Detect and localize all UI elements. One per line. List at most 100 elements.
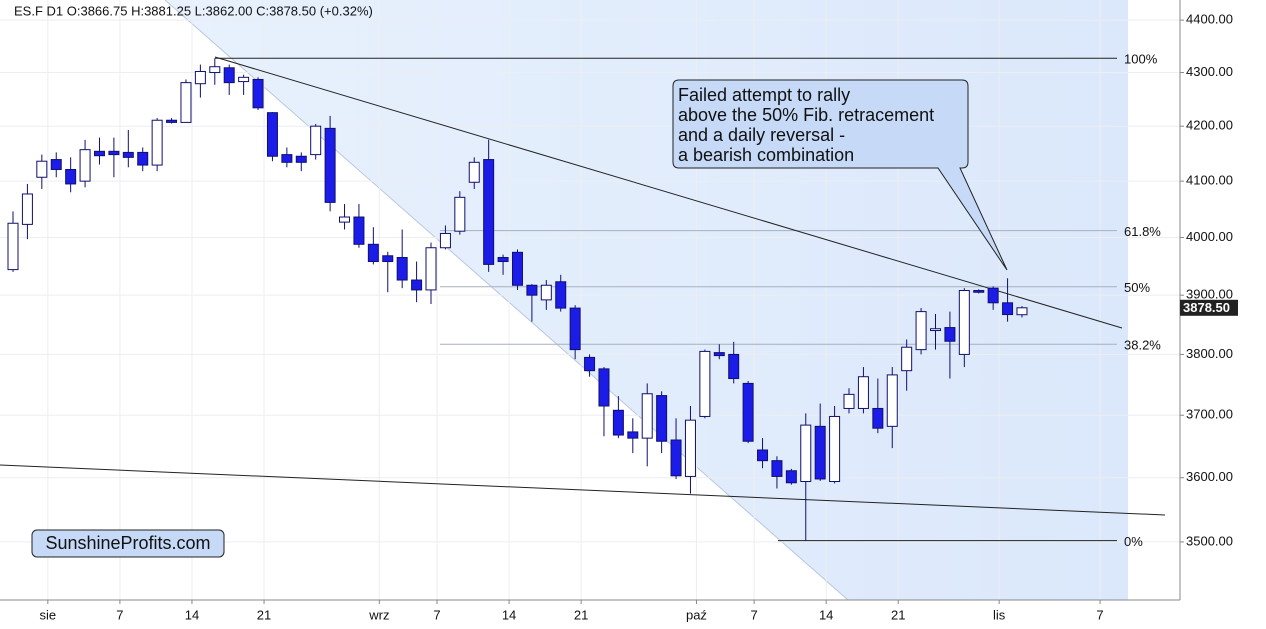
watermark: SunshineProfits.com: [45, 533, 210, 553]
candle-body: [627, 431, 639, 439]
channel-shading: [165, 0, 1128, 600]
candle-body: [929, 328, 941, 332]
y-tick-label: 3900.00: [1186, 287, 1233, 302]
candle-body: [7, 222, 19, 271]
y-tick-label: 4300.00: [1186, 64, 1233, 79]
candle-body: [223, 67, 235, 84]
channel-edge: [164, 0, 849, 601]
candle-body: [324, 127, 336, 203]
candle-body: [396, 256, 408, 281]
y-tick-label: 4400.00: [1186, 12, 1233, 27]
candle-body: [454, 196, 466, 232]
candle-body: [555, 281, 567, 309]
fib-levels: 100% 61.8% 50% 38.2% 0%: [215, 52, 1161, 549]
candles: [7, 58, 1028, 541]
callout-line: Failed attempt to rally: [678, 85, 850, 105]
candle-body: [483, 159, 495, 265]
candle-body: [1016, 307, 1028, 316]
candle-body: [728, 353, 740, 380]
candle-body: [584, 356, 596, 372]
candle-body: [36, 160, 48, 178]
candle-body: [901, 346, 913, 372]
candle-body: [829, 415, 841, 483]
candle-body: [1002, 302, 1014, 316]
candle-body: [771, 460, 783, 477]
candle-body: [641, 393, 653, 439]
candle-body: [958, 290, 970, 355]
x-tick-label: 21: [891, 607, 905, 622]
candle-body: [411, 279, 423, 291]
fib-label: 0%: [1124, 534, 1143, 549]
candle-body: [295, 155, 307, 163]
candle-body: [266, 112, 278, 157]
last-price-label: 3878.50: [1183, 300, 1230, 315]
candle-body: [468, 161, 480, 183]
candle-body: [915, 311, 927, 351]
fib-label: 61.8%: [1124, 224, 1161, 239]
x-tick-label: 21: [574, 607, 588, 622]
x-tick-label: sie: [40, 607, 57, 622]
watermark-box: [31, 529, 225, 558]
candle-body: [180, 82, 192, 123]
candle-body: [569, 307, 581, 351]
candle-body: [857, 376, 869, 409]
candle-body: [93, 150, 105, 157]
candle-body: [684, 419, 696, 477]
candle-body: [194, 70, 206, 85]
candle-body: [656, 395, 668, 442]
candle-body: [425, 247, 437, 291]
candle-body: [944, 327, 956, 342]
candle-body: [238, 76, 250, 83]
fib-label: 38.2%: [1124, 338, 1161, 353]
candle-body: [872, 407, 884, 429]
candle-body: [252, 78, 264, 109]
x-tick-label: 21: [257, 607, 271, 622]
candle-body: [757, 449, 769, 462]
fib-label: 100%: [1124, 52, 1158, 67]
candle-body: [281, 154, 293, 163]
x-tick-label: 14: [185, 607, 199, 622]
candle-body: [439, 232, 451, 249]
candle-body: [540, 284, 552, 301]
candle-body: [50, 159, 62, 170]
x-tick-label: lis: [993, 607, 1006, 622]
candle-body: [137, 151, 149, 166]
trend-line: [214, 56, 1123, 329]
candle-body: [886, 374, 898, 427]
y-tick-label: 4200.00: [1186, 118, 1233, 133]
last-price-box: [1180, 299, 1238, 316]
y-tick-label: 4000.00: [1186, 229, 1233, 244]
candle-body: [497, 256, 509, 263]
candle-body: [699, 350, 711, 417]
header: ES.F D1 O:3866.75 H:3881.25 L:3862.00 C:…: [14, 3, 373, 18]
candle-body: [526, 284, 538, 296]
candle-body: [382, 255, 394, 263]
candle-body: [612, 409, 624, 436]
y-tick-label: 3800.00: [1186, 346, 1233, 361]
x-tick-label: 7: [1096, 607, 1103, 622]
trend-line: [0, 464, 1166, 516]
candle-body: [785, 470, 797, 484]
candle-body: [670, 439, 682, 477]
candle-body: [122, 151, 134, 158]
candle-body: [367, 243, 379, 263]
axis-labels: 3500.00 3600.00 3700.00 3800.00 3900.00 4000.…: [40, 12, 1238, 622]
y-tick-label: 3700.00: [1186, 407, 1233, 422]
candle-body: [209, 66, 221, 74]
candle-body: [21, 193, 33, 225]
candle-body: [973, 290, 985, 293]
candle-body: [598, 368, 610, 407]
candle-body: [79, 149, 91, 182]
callout-line: a bearish combination: [678, 145, 854, 165]
callout-line: above the 50% Fib. retracement: [678, 105, 934, 125]
candle-body: [353, 216, 365, 245]
candle-body: [843, 393, 855, 409]
x-tick-label: 14: [819, 607, 833, 622]
y-tick-label: 3600.00: [1186, 469, 1233, 484]
candle-body: [108, 150, 120, 156]
fib-label: 50%: [1124, 280, 1150, 295]
x-tick-label: 7: [116, 607, 123, 622]
